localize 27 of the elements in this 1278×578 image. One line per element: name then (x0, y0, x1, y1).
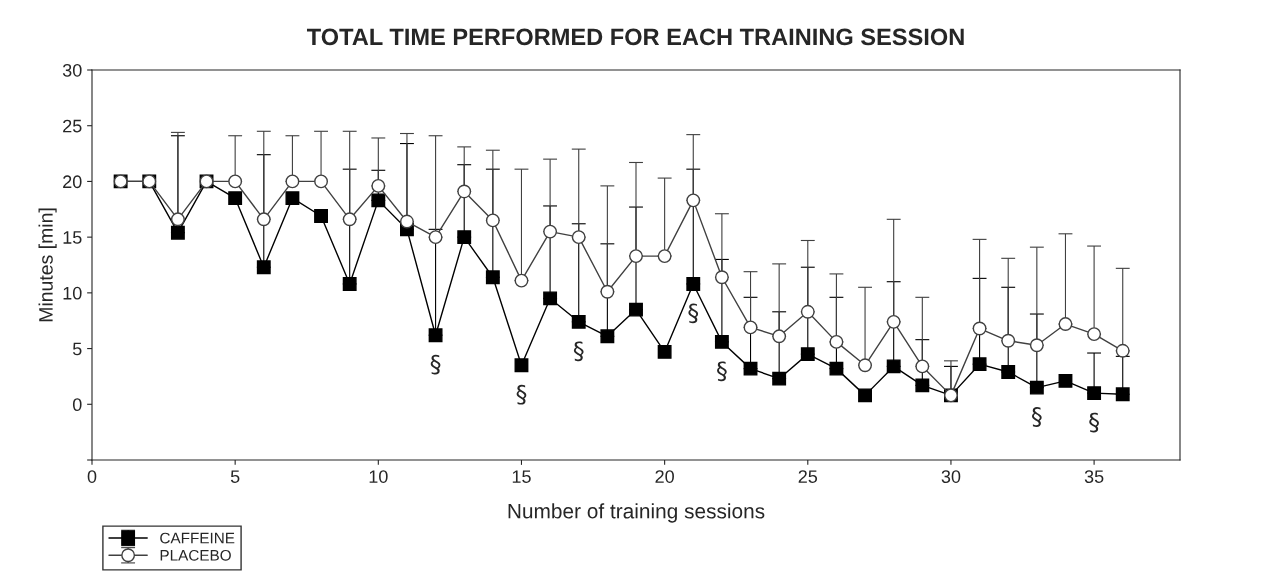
x-tick-label: 5 (230, 470, 240, 483)
annotation: § (1032, 407, 1042, 427)
x-axis-title: Number of training sessions (508, 503, 765, 523)
x-tick-label: 15 (512, 470, 531, 483)
annotation: § (573, 341, 584, 362)
y-tick-label: 15 (63, 231, 82, 244)
y-tick-label: 30 (62, 63, 82, 77)
x-tick-label: 30 (941, 470, 961, 483)
annotation: § (516, 384, 527, 405)
annotation: § (430, 354, 441, 375)
y-axis-title: Minutes [min] (38, 208, 57, 322)
x-tick-label: 10 (369, 470, 388, 483)
x-tick-label: 20 (655, 470, 674, 483)
annotation: § (1089, 412, 1099, 433)
x-tick-label: 35 (1084, 470, 1104, 483)
x-tick-label: 25 (798, 470, 818, 483)
y-tick-label: 20 (63, 175, 82, 189)
y-tick-label: 5 (72, 342, 82, 356)
legend-label: PLACEBO (160, 549, 231, 561)
y-tick-label: 25 (63, 119, 82, 133)
chart-title: TOTAL TIME PERFORMED FOR EACH TRAINING SESSION (306, 28, 964, 46)
annotation: § (688, 303, 699, 324)
annotation: § (717, 361, 727, 382)
y-tick-label: 10 (63, 286, 82, 300)
legend-label: CAFFEINE (160, 532, 235, 544)
x-tick-label: 0 (87, 470, 97, 483)
y-tick-label: 0 (72, 398, 82, 412)
